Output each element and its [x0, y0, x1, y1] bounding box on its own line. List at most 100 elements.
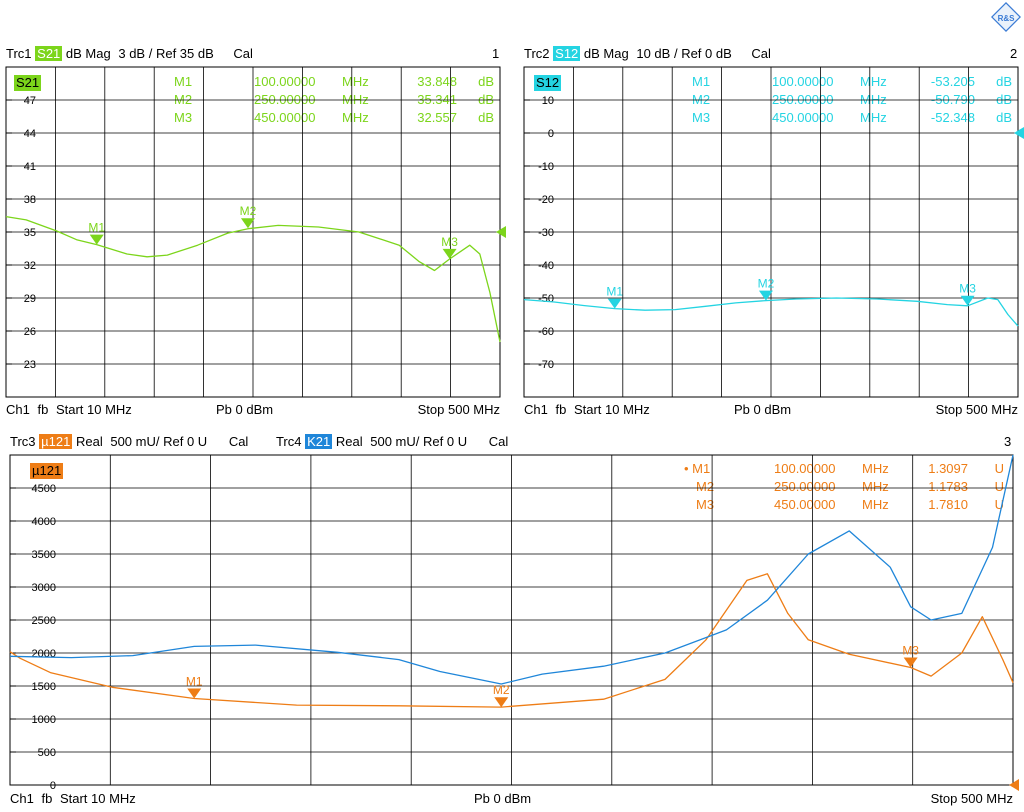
- marker-label: M1: [606, 285, 623, 299]
- panel3-ref[interactable]: Ref 0 U: [163, 434, 208, 449]
- marker-label: M2: [240, 204, 257, 218]
- marker-freq: 450.00000: [254, 110, 316, 125]
- marker-value: 33.848: [417, 74, 457, 89]
- marker-label: M3: [441, 235, 458, 249]
- marker-label: M3: [902, 643, 919, 657]
- marker-label: M2: [758, 277, 775, 291]
- panel1-format[interactable]: dB Mag: [65, 46, 111, 61]
- marker-name: • M1: [684, 461, 711, 476]
- panel3-format[interactable]: Real: [75, 434, 103, 449]
- marker-unit: MHz: [860, 110, 887, 125]
- y-tick-label: 35: [24, 227, 36, 239]
- panel3-ref2[interactable]: Ref 0 U: [423, 434, 468, 449]
- y-tick-label: -50: [538, 293, 554, 305]
- panel3-format2[interactable]: Real: [335, 434, 363, 449]
- panel3-trace-label[interactable]: µ121: [30, 463, 64, 479]
- y-tick-label: -20: [538, 194, 554, 206]
- marker-label: M3: [959, 282, 976, 296]
- panel1-trace-tag[interactable]: S21: [35, 46, 63, 61]
- panel2-ref[interactable]: Ref 0 dB: [681, 46, 732, 61]
- panel2-footer-pb[interactable]: Pb 0 dBm: [734, 402, 792, 417]
- marker-value: -50.790: [930, 92, 975, 107]
- marker-row: • M1 100.00000 MHz 1.3097 U: [684, 460, 1004, 478]
- marker-unit: MHz: [342, 74, 369, 89]
- panel1-trace-label[interactable]: S21: [14, 75, 42, 91]
- panel2-trace-name[interactable]: Trc2: [524, 46, 550, 61]
- marker-vunit: dB: [996, 74, 1012, 89]
- marker-vunit: dB: [996, 92, 1012, 107]
- series-line-K21: [9, 454, 1014, 685]
- panel3-marker-table: • M1 100.00000 MHz 1.3097 U M2 250.00000…: [684, 460, 1004, 514]
- marker-name: M3: [696, 497, 715, 512]
- panel2-trace-tag[interactable]: S12: [553, 46, 581, 61]
- panel1-footer-stop[interactable]: Stop 500 MHz: [417, 402, 500, 417]
- marker-freq: 100.00000: [774, 461, 836, 476]
- marker-freq: 100.00000: [254, 74, 316, 89]
- y-tick-label: 47: [24, 95, 36, 107]
- marker-triangle: [960, 295, 975, 306]
- marker-vunit: U: [994, 461, 1004, 476]
- marker-value: 35.341: [417, 92, 457, 107]
- reference-level-arrow: [1014, 127, 1024, 139]
- marker-value: -53.205: [930, 74, 975, 89]
- marker-vunit: dB: [478, 110, 494, 125]
- marker-label: M1: [88, 221, 105, 235]
- marker-name: M2: [174, 92, 193, 107]
- reference-level-arrow: [496, 226, 506, 238]
- panel3-cal2: Cal: [488, 434, 509, 449]
- marker-row: M3 450.00000 MHz 32.557 dB: [174, 109, 494, 127]
- panel1-footer-pb[interactable]: Pb 0 dBm: [216, 402, 274, 417]
- panel3-footer-fb: fb: [41, 791, 53, 806]
- y-tick-label: 1500: [32, 681, 56, 693]
- panel2-number: 2: [1010, 46, 1018, 61]
- panel2-format[interactable]: dB Mag: [583, 46, 629, 61]
- panel3-footer-stop[interactable]: Stop 500 MHz: [930, 791, 1013, 806]
- panel3-footer-start[interactable]: Start 10 MHz: [59, 791, 136, 806]
- panel1-scale[interactable]: 3 dB /: [118, 46, 153, 61]
- marker-triangle: [442, 248, 457, 259]
- marker-triangle: [89, 234, 104, 245]
- y-tick-label: 41: [24, 161, 36, 173]
- panel2-scale[interactable]: 10 dB /: [636, 46, 678, 61]
- marker-unit: MHz: [862, 461, 889, 476]
- panel2-footer-stop[interactable]: Stop 500 MHz: [935, 402, 1018, 417]
- panel3-scale[interactable]: 500 mU/: [110, 434, 160, 449]
- panel1-marker-table: M1 100.00000 MHz 33.848 dB M2 250.00000 …: [174, 73, 494, 127]
- marker-triangle: [494, 697, 509, 708]
- y-tick-label: 26: [24, 326, 36, 338]
- marker-triangle: [607, 298, 622, 309]
- panel3-trace-tag[interactable]: µ121: [39, 434, 73, 449]
- marker-unit: MHz: [860, 92, 887, 107]
- panel3-footer-pb[interactable]: Pb 0 dBm: [474, 791, 532, 806]
- panel3-scale2[interactable]: 500 mU/: [370, 434, 420, 449]
- panel1-cal: Cal: [233, 46, 253, 61]
- y-tick-label: -70: [538, 359, 554, 371]
- marker-value: -52.348: [930, 110, 975, 125]
- panel1-number: 1: [492, 46, 500, 61]
- panel2-marker-table: M1 100.00000 MHz -53.205 dB M2 250.00000…: [692, 73, 1012, 127]
- reference-level-arrow: [1009, 779, 1019, 791]
- panel2-trace-label[interactable]: S12: [534, 75, 562, 91]
- panel1-trace-name[interactable]: Trc1: [6, 46, 32, 61]
- panel1-footer: Ch1 fb Start 10 MHz Pb 0 dBm Stop 500 MH…: [6, 402, 500, 418]
- panel3-trace2-tag[interactable]: K21: [305, 434, 333, 449]
- panel1-footer-start[interactable]: Start 10 MHz: [55, 402, 132, 417]
- marker-vunit: dB: [478, 92, 494, 107]
- panel2-cal: Cal: [751, 46, 771, 61]
- panel3-number: 3: [1004, 434, 1012, 449]
- panel1-ref[interactable]: Ref 35 dB: [155, 46, 214, 61]
- y-tick-label: 32: [24, 260, 36, 272]
- marker-unit: MHz: [860, 74, 887, 89]
- marker-label: M1: [186, 675, 203, 689]
- series-line-µ121: [9, 573, 1014, 708]
- marker-row: M1 100.00000 MHz -53.205 dB: [692, 73, 1012, 91]
- panel3-trace2-name[interactable]: Trc4: [275, 434, 302, 449]
- marker-freq: 250.00000: [774, 479, 836, 494]
- panel2-footer-start[interactable]: Start 10 MHz: [573, 402, 650, 417]
- marker-name: M1: [174, 74, 193, 89]
- y-tick-label: 10: [542, 95, 554, 107]
- panel3-trace-name[interactable]: Trc3: [10, 434, 36, 449]
- marker-unit: MHz: [862, 479, 889, 494]
- y-tick-label: 44: [24, 128, 36, 140]
